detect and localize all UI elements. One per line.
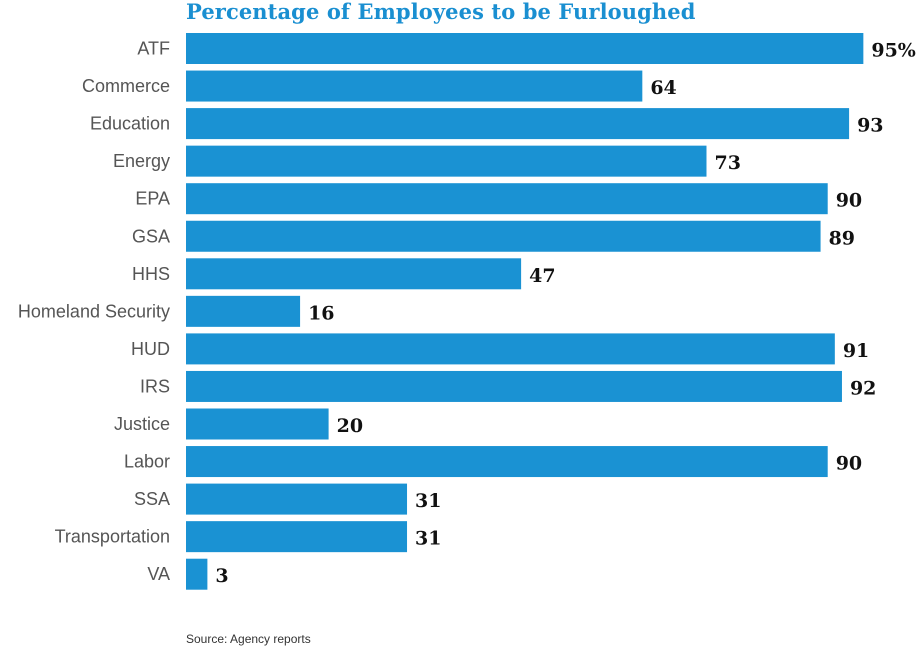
bar-row: Commerce 64 xyxy=(82,70,677,102)
bar-row: ATF 95% xyxy=(137,33,916,64)
bar-row: Labor 90 xyxy=(124,446,862,478)
bar xyxy=(186,70,643,102)
value-label: 89 xyxy=(829,227,855,249)
source-note: Source: Agency reports xyxy=(186,632,311,646)
bar xyxy=(186,446,828,478)
bar-row: Transportation 31 xyxy=(55,521,441,553)
value-label: 3 xyxy=(215,565,228,587)
category-label: HHS xyxy=(132,264,170,284)
category-label: ATF xyxy=(137,39,170,59)
value-label: 31 xyxy=(415,490,441,512)
bar xyxy=(186,483,408,515)
bar-row: Education 93 xyxy=(90,108,884,140)
bar xyxy=(186,108,850,140)
bar xyxy=(186,408,329,440)
bar xyxy=(186,558,208,590)
category-label: Transportation xyxy=(55,527,170,547)
value-label: 73 xyxy=(714,152,740,174)
value-label: 95% xyxy=(871,40,916,62)
bar-row: HUD 91 xyxy=(131,333,869,365)
bar-row: GSA 89 xyxy=(132,220,855,252)
bar-row: SSA 31 xyxy=(134,483,441,515)
category-label: Energy xyxy=(113,151,170,171)
value-label: 90 xyxy=(836,453,862,475)
bar-row: EPA 90 xyxy=(135,183,862,215)
bar-row: Homeland Security 16 xyxy=(18,295,335,327)
bar xyxy=(186,183,828,215)
bar xyxy=(186,295,301,327)
value-label: 90 xyxy=(836,190,862,212)
bar-row: Energy 73 xyxy=(113,145,741,177)
bar xyxy=(186,220,821,252)
bar xyxy=(186,521,408,553)
category-label: SSA xyxy=(134,489,170,509)
bar-row: VA 3 xyxy=(147,558,229,590)
bar xyxy=(186,258,522,290)
chart-title: Percentage of Employees to be Furloughed xyxy=(186,0,696,24)
value-label: 91 xyxy=(843,340,869,362)
category-label: Commerce xyxy=(82,76,170,96)
value-label: 16 xyxy=(308,302,334,324)
bar-row: IRS 92 xyxy=(140,370,876,402)
value-label: 93 xyxy=(857,115,883,137)
value-label: 47 xyxy=(529,265,555,287)
category-label: Labor xyxy=(124,452,170,472)
category-label: HUD xyxy=(131,339,170,359)
category-label: Education xyxy=(90,114,170,134)
bar xyxy=(186,370,842,402)
value-label: 92 xyxy=(850,377,876,399)
value-label: 20 xyxy=(337,415,363,437)
category-label: IRS xyxy=(140,376,170,396)
category-label: Justice xyxy=(114,414,170,434)
bar-row: HHS 47 xyxy=(132,258,556,290)
category-label: EPA xyxy=(135,189,170,209)
bar xyxy=(186,33,864,64)
category-label: VA xyxy=(147,564,170,584)
bar-row: Justice 20 xyxy=(114,408,363,440)
value-label: 31 xyxy=(415,528,441,550)
category-label: Homeland Security xyxy=(18,301,170,321)
bar xyxy=(186,333,835,365)
value-label: 64 xyxy=(650,77,676,99)
category-label: GSA xyxy=(132,226,170,246)
bar xyxy=(186,145,707,177)
